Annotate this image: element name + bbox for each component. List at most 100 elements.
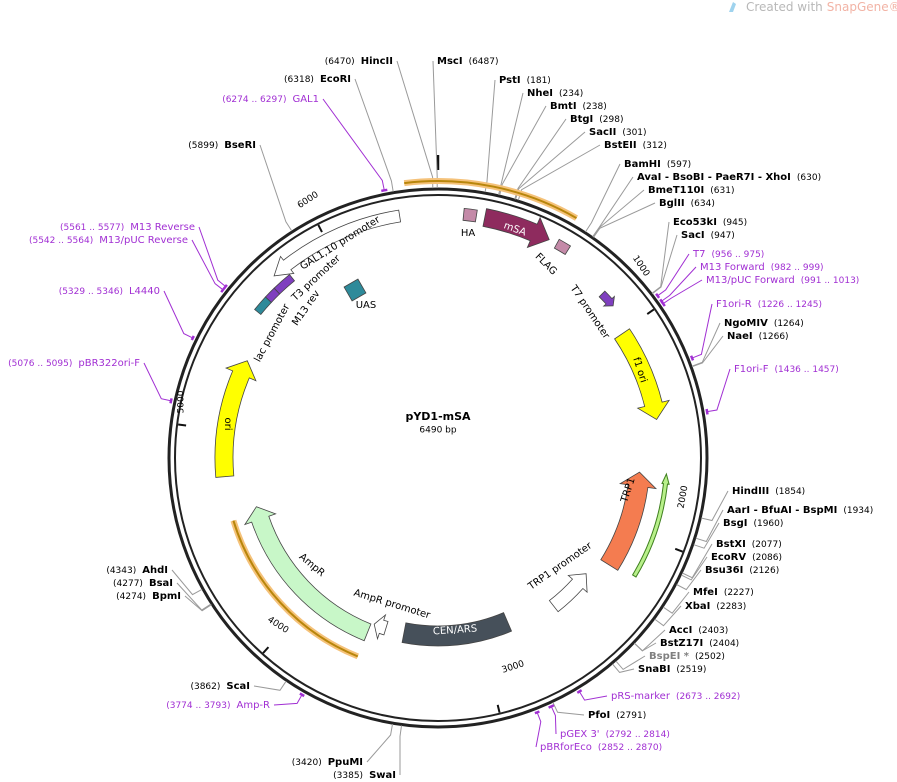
enzyme-leader <box>593 202 656 238</box>
primer-site <box>689 355 695 361</box>
enzyme-leader <box>681 556 708 581</box>
site-name: GAL1 <box>292 94 319 105</box>
branding-product: SnapGene® <box>827 0 897 14</box>
site-name: BamHI <box>624 159 661 170</box>
site-name: BstEII <box>604 140 637 151</box>
enzyme-leader <box>651 221 670 294</box>
site-position: (1266) <box>759 332 789 342</box>
enzyme-leader <box>695 509 724 543</box>
site-position: (5542 .. 5564) <box>29 236 93 246</box>
enzyme-label: BmeT110I (631) <box>648 185 734 196</box>
enzyme-label: (3420) PpuMI <box>292 757 363 768</box>
primer-label: (5076 .. 5095) pBR322ori-F <box>8 358 140 369</box>
feature-label: AmpR promoter <box>352 588 432 622</box>
enzyme-label: BstXI (2077) <box>716 539 782 550</box>
site-position: (2403) <box>698 626 728 636</box>
feature-arrow <box>553 238 572 256</box>
site-position: (298) <box>599 115 623 125</box>
backbone-inner <box>174 194 702 722</box>
enzyme-label: NheI (234) <box>527 88 583 99</box>
enzyme-label: AvaI - BsoBI - PaeR7I - XhoI (630) <box>637 172 821 183</box>
enzyme-label: (6470) HincII <box>325 56 393 67</box>
site-position: (956 .. 975) <box>711 250 764 260</box>
feature-arrow <box>600 471 658 571</box>
enzyme-leader <box>552 702 585 716</box>
site-name: NheI <box>527 88 553 99</box>
branding: Created with SnapGene® <box>729 0 897 14</box>
enzyme-label: HindIII (1854) <box>732 486 805 497</box>
primer-leader <box>143 362 171 402</box>
primer-label: pRS-marker (2673 .. 2692) <box>611 691 740 702</box>
feature-label: FLAG <box>533 251 559 277</box>
primer-site <box>190 335 195 341</box>
site-name: AhdI <box>142 565 168 576</box>
site-position: (238) <box>583 102 607 112</box>
primer-site <box>534 710 540 715</box>
feature-arrow <box>401 612 513 647</box>
primer-site <box>220 286 226 293</box>
enzyme-label: (5899) BseRI <box>188 140 256 151</box>
enzyme-label: MfeI (2227) <box>693 587 754 598</box>
site-name: BsaI <box>149 578 173 589</box>
enzyme-label: BsgI (1960) <box>723 518 783 529</box>
site-name: BsgI <box>723 518 747 529</box>
site-name: BstZ17I <box>660 638 703 649</box>
primer-leader <box>535 713 542 748</box>
site-position: (2086) <box>752 553 782 563</box>
enzyme-label: BamHI (597) <box>624 159 691 170</box>
enzyme-label: XbaI (2283) <box>685 601 746 612</box>
enzyme-leader <box>693 522 720 549</box>
primer-label: F1ori-R (1226 .. 1245) <box>716 299 822 310</box>
enzyme-label: SnaBI (2519) <box>638 664 706 675</box>
enzyme-leader <box>499 105 547 196</box>
primer-label: (5329 .. 5346) L4440 <box>59 286 160 297</box>
enzyme-leader <box>691 335 724 368</box>
site-position: (181) <box>527 76 551 86</box>
site-position: (5561 .. 5577) <box>60 223 124 233</box>
primer-label: M13 Forward (982 .. 999) <box>700 262 824 273</box>
site-position: (1854) <box>775 487 805 497</box>
primer-leader <box>662 266 697 302</box>
site-position: (312) <box>643 141 667 151</box>
site-name: M13 Reverse <box>130 222 195 233</box>
enzyme-label: (4277) BsaI <box>113 578 173 589</box>
primer-leader <box>191 239 223 290</box>
site-position: (5329 .. 5346) <box>59 287 123 297</box>
site-position: (2283) <box>716 602 746 612</box>
backbone-outer <box>167 187 709 729</box>
primer-leader <box>198 226 226 287</box>
site-name: PfoI <box>588 710 610 721</box>
feature-arrow <box>373 613 389 641</box>
site-position: (2126) <box>749 566 779 576</box>
enzyme-leader <box>354 78 394 192</box>
primer-site <box>655 293 661 299</box>
enzyme-leader <box>651 234 678 295</box>
site-name: SacI <box>681 230 705 241</box>
site-position: (4277) <box>113 579 143 589</box>
site-name: AccI <box>669 625 692 636</box>
scale-label: 6000 <box>296 190 321 211</box>
site-name: SwaI <box>369 770 396 781</box>
scale-label: 5000 <box>177 390 187 413</box>
primer-site <box>548 704 555 709</box>
site-name: XbaI <box>685 601 710 612</box>
site-position: (991 .. 1013) <box>801 276 860 286</box>
site-name: BtgI <box>570 114 593 125</box>
enzyme-leader <box>259 144 293 232</box>
site-name: NaeI <box>727 331 753 342</box>
site-name: M13/pUC Reverse <box>99 235 188 246</box>
site-position: (6487) <box>469 57 499 67</box>
feature-arrow <box>273 209 402 277</box>
site-name: SnaBI <box>638 664 670 675</box>
site-name: F1ori-F <box>734 364 769 375</box>
enzyme-label: BstEII (312) <box>604 140 667 151</box>
primer-label: (3774 .. 3793) Amp-R <box>166 700 270 711</box>
enzyme-leader <box>184 595 212 612</box>
primer-label: M13/pUC Forward (991 .. 1013) <box>706 275 859 286</box>
primer-label: F1ori-F (1436 .. 1457) <box>734 364 839 375</box>
primer-leader <box>322 98 385 190</box>
enzyme-label: NgoMIV (1264) <box>724 318 804 329</box>
enzyme-leader <box>396 60 434 189</box>
site-name: Amp-R <box>237 700 271 711</box>
